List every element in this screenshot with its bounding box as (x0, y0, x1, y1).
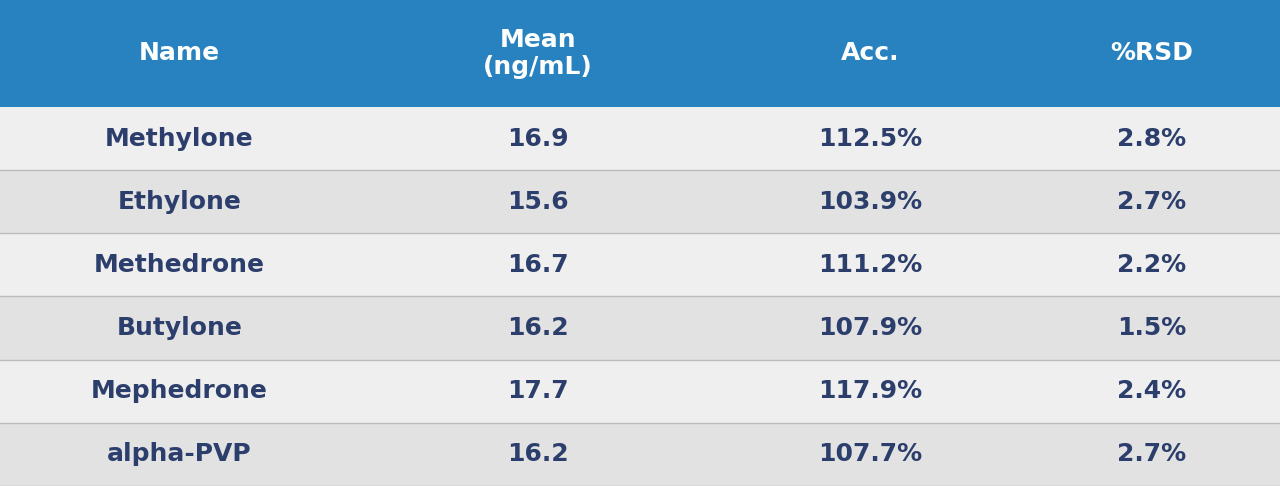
Text: 16.2: 16.2 (507, 442, 568, 467)
Text: Methedrone: Methedrone (93, 253, 265, 277)
Text: 2.4%: 2.4% (1117, 379, 1187, 403)
Text: alpha-PVP: alpha-PVP (108, 442, 251, 467)
Text: 107.9%: 107.9% (818, 316, 923, 340)
Text: 2.7%: 2.7% (1117, 442, 1187, 467)
Bar (358, 0, 717, 107)
Text: 15.6: 15.6 (507, 190, 568, 214)
Text: 111.2%: 111.2% (818, 253, 923, 277)
Text: Methylone: Methylone (105, 126, 253, 151)
Text: %RSD: %RSD (1111, 41, 1193, 66)
Text: 16.9: 16.9 (507, 126, 568, 151)
Text: 117.9%: 117.9% (818, 379, 923, 403)
Text: 1.5%: 1.5% (1117, 316, 1187, 340)
Text: 107.7%: 107.7% (818, 442, 923, 467)
Text: Butylone: Butylone (116, 316, 242, 340)
Bar (0, 233, 1280, 296)
Text: Mephedrone: Mephedrone (91, 379, 268, 403)
Bar (0, 296, 1280, 360)
Bar (717, 0, 1024, 107)
Bar (0, 170, 1280, 233)
Text: 16.2: 16.2 (507, 316, 568, 340)
Text: Name: Name (138, 41, 220, 66)
Text: 16.7: 16.7 (507, 253, 568, 277)
Text: Ethylone: Ethylone (118, 190, 241, 214)
Text: Acc.: Acc. (841, 41, 900, 66)
Text: Mean
(ng/mL): Mean (ng/mL) (483, 28, 593, 79)
Text: 2.8%: 2.8% (1117, 126, 1187, 151)
Bar (0, 423, 1280, 486)
Text: 112.5%: 112.5% (818, 126, 923, 151)
Text: 17.7: 17.7 (507, 379, 568, 403)
Text: 2.2%: 2.2% (1117, 253, 1187, 277)
Bar (0, 360, 1280, 423)
Bar (0, 0, 358, 107)
Bar (1024, 0, 1280, 107)
Text: 103.9%: 103.9% (818, 190, 923, 214)
Text: 2.7%: 2.7% (1117, 190, 1187, 214)
Bar (0, 107, 1280, 170)
